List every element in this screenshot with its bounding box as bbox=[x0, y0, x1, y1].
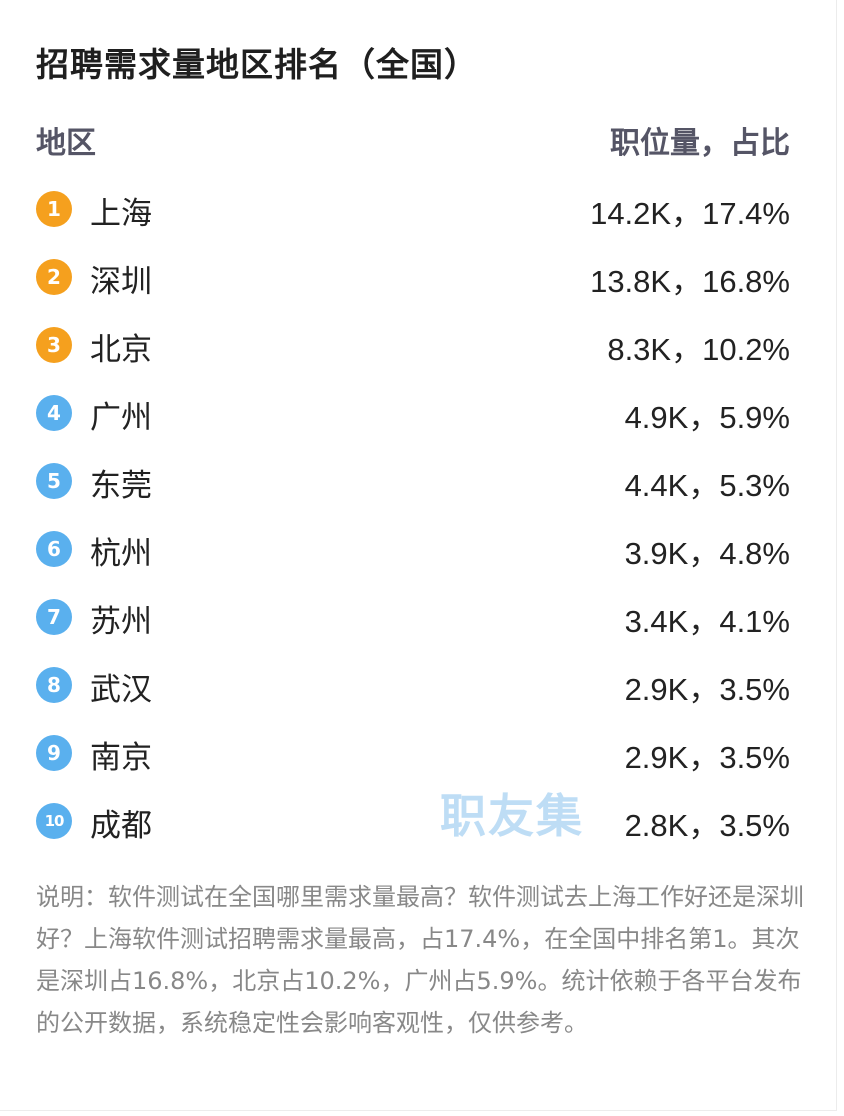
watermark: 职友集 bbox=[440, 789, 584, 843]
job-count-share: 2.9K，3.5% bbox=[624, 672, 790, 707]
page-title: 招聘需求量地区排名（全国） bbox=[36, 45, 478, 84]
rank-badge: 6 bbox=[36, 531, 72, 567]
region-name: 深圳 bbox=[90, 264, 152, 300]
ranking-row: 6 杭州 3.9K，4.8% bbox=[0, 516, 836, 584]
region-name: 北京 bbox=[90, 332, 152, 368]
job-count-share: 8.3K，10.2% bbox=[607, 332, 790, 367]
ranking-row: 4 广州 4.9K，5.9% bbox=[0, 380, 836, 448]
ranking-row: 8 武汉 2.9K，3.5% bbox=[0, 652, 836, 720]
region-name: 苏州 bbox=[90, 604, 152, 640]
rank-badge: 5 bbox=[36, 463, 72, 499]
job-count-share: 2.9K，3.5% bbox=[624, 740, 790, 775]
region-name: 东莞 bbox=[90, 468, 152, 504]
ranking-list: 1 上海 14.2K，17.4% 2 深圳 13.8K，16.8% 3 北京 8… bbox=[0, 176, 836, 856]
job-count-share: 14.2K，17.4% bbox=[590, 196, 790, 231]
rank-badge: 2 bbox=[36, 259, 72, 295]
description-note: 说明：软件测试在全国哪里需求量最高？软件测试去上海工作好还是深圳好？上海软件测试… bbox=[36, 883, 804, 1037]
rank-badge: 7 bbox=[36, 599, 72, 635]
job-count-share: 13.8K，16.8% bbox=[590, 264, 790, 299]
rank-badge: 9 bbox=[36, 735, 72, 771]
ranking-row: 5 东莞 4.4K，5.3% bbox=[0, 448, 836, 516]
rank-badge: 3 bbox=[36, 327, 72, 363]
region-name: 成都 bbox=[90, 808, 152, 844]
job-count-share: 3.4K，4.1% bbox=[624, 604, 790, 639]
ranking-row: 10 成都 2.8K，3.5% bbox=[0, 788, 836, 856]
job-count-share: 4.9K，5.9% bbox=[624, 400, 790, 435]
region-name: 杭州 bbox=[90, 536, 152, 572]
region-name: 南京 bbox=[90, 740, 152, 776]
rank-badge: 1 bbox=[36, 191, 72, 227]
ranking-row: 3 北京 8.3K，10.2% bbox=[0, 312, 836, 380]
job-count-share: 3.9K，4.8% bbox=[624, 536, 790, 571]
ranking-row: 2 深圳 13.8K，16.8% bbox=[0, 244, 836, 312]
rank-badge: 10 bbox=[36, 803, 72, 839]
rank-badge: 8 bbox=[36, 667, 72, 703]
rank-badge: 4 bbox=[36, 395, 72, 431]
ranking-row: 1 上海 14.2K，17.4% bbox=[0, 176, 836, 244]
ranking-row: 9 南京 2.9K，3.5% bbox=[0, 720, 836, 788]
job-count-share: 2.8K，3.5% bbox=[624, 808, 790, 843]
region-name: 上海 bbox=[90, 196, 152, 232]
job-count-share: 4.4K，5.3% bbox=[624, 468, 790, 503]
region-name: 广州 bbox=[90, 400, 152, 436]
ranking-row: 7 苏州 3.4K，4.1% bbox=[0, 584, 836, 652]
region-name: 武汉 bbox=[90, 672, 152, 708]
region-column-header: 地区 bbox=[36, 126, 96, 161]
value-column-header: 职位量，占比 bbox=[610, 126, 790, 161]
